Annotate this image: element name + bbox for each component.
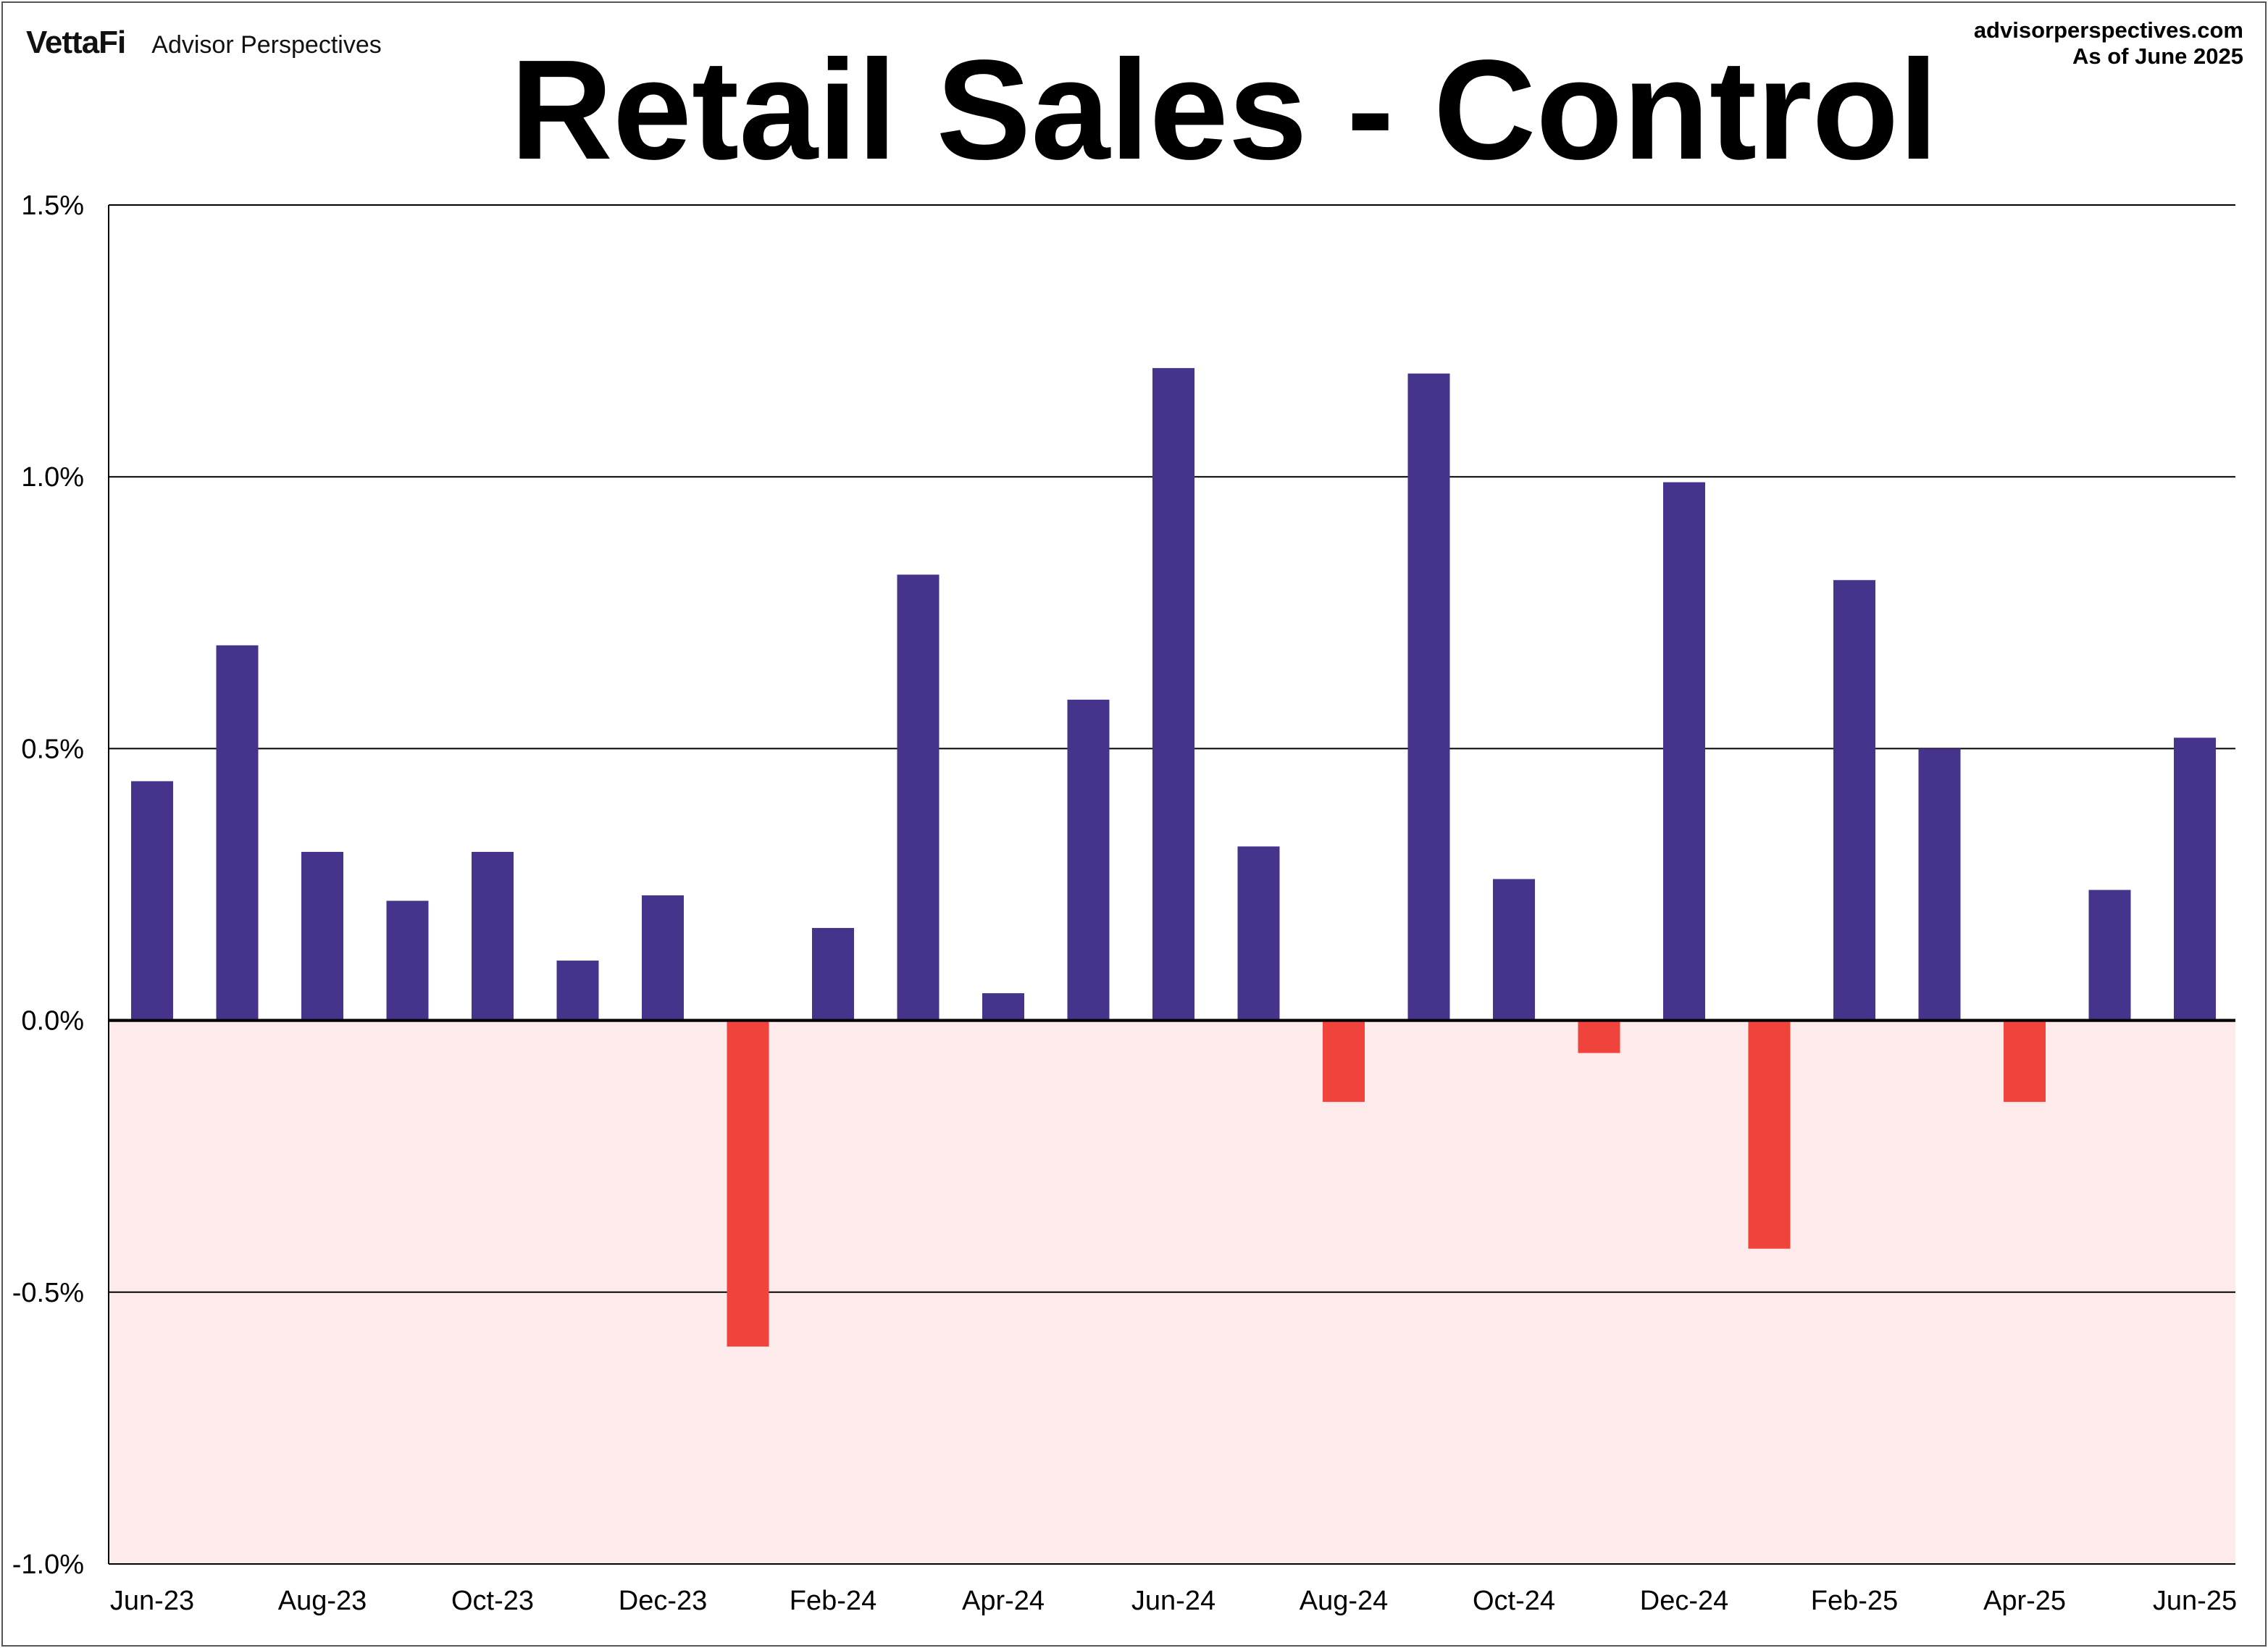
y-tick-label: -0.5% [12,1278,84,1308]
x-tick-label: Dec-24 [1640,1586,1729,1616]
bar-Nov-24 [1578,1020,1620,1053]
bar-Jul-23 [216,645,259,1021]
x-tick-label: Jun-24 [1131,1586,1215,1616]
bar-Jun-25 [2174,737,2216,1021]
bar-Dec-24 [1663,482,1705,1021]
bar-Aug-24 [1323,1020,1365,1103]
x-tick-label: Aug-23 [278,1586,367,1616]
y-tick-label: 0.0% [21,1006,84,1037]
x-tick-label: Jun-23 [110,1586,194,1616]
bar-Oct-23 [472,851,514,1021]
y-tick-label: 0.5% [21,734,84,764]
bar-Feb-25 [1833,580,1875,1021]
x-tick-label: Oct-23 [451,1586,534,1616]
bar-Jan-25 [1748,1020,1791,1249]
bar-Feb-24 [812,928,854,1021]
as-of-date: As of June 2025 [2072,43,2243,69]
bar-Sep-24 [1407,373,1450,1021]
bar-Apr-24 [982,993,1024,1021]
bar-Sep-23 [386,900,429,1021]
y-tick-label: 1.5% [21,191,84,221]
x-tick-label: Oct-24 [1473,1586,1555,1616]
x-tick-label: Jun-25 [2153,1586,2237,1616]
bar-Apr-25 [2004,1020,2046,1103]
bar-Mar-24 [897,574,940,1021]
brand-name: Advisor Perspectives [151,31,382,59]
x-tick-label: Aug-24 [1300,1586,1389,1616]
bar-Nov-23 [556,961,599,1021]
x-tick-label: Feb-24 [790,1586,876,1616]
y-tick-label: -1.0% [12,1549,84,1580]
bar-Jun-24 [1152,368,1194,1021]
bar-Oct-24 [1493,879,1535,1021]
bar-Dec-23 [642,895,684,1021]
bar-Aug-23 [301,851,343,1021]
bar-Jan-24 [727,1020,769,1347]
source-info: advisorperspectives.com As of June 2025 [1974,17,2243,70]
x-tick-label: Dec-23 [619,1586,708,1616]
x-tick-label: Apr-25 [1983,1586,2066,1616]
y-tick-label: 1.0% [21,462,84,493]
x-tick-label: Feb-25 [1811,1586,1898,1616]
chart-title: Retail Sales - Control [510,30,1938,189]
brand: VettaFi Advisor Perspectives [26,25,382,61]
site-url: advisorperspectives.com [1973,17,2243,43]
bar-May-24 [1067,699,1110,1021]
vettafi-logo: VettaFi [26,25,126,60]
x-tick-label: Apr-24 [962,1586,1045,1616]
bar-May-25 [2088,890,2131,1021]
bar-Jun-23 [131,781,173,1021]
bar-Mar-25 [1918,748,1961,1021]
bar-Jul-24 [1237,846,1280,1021]
